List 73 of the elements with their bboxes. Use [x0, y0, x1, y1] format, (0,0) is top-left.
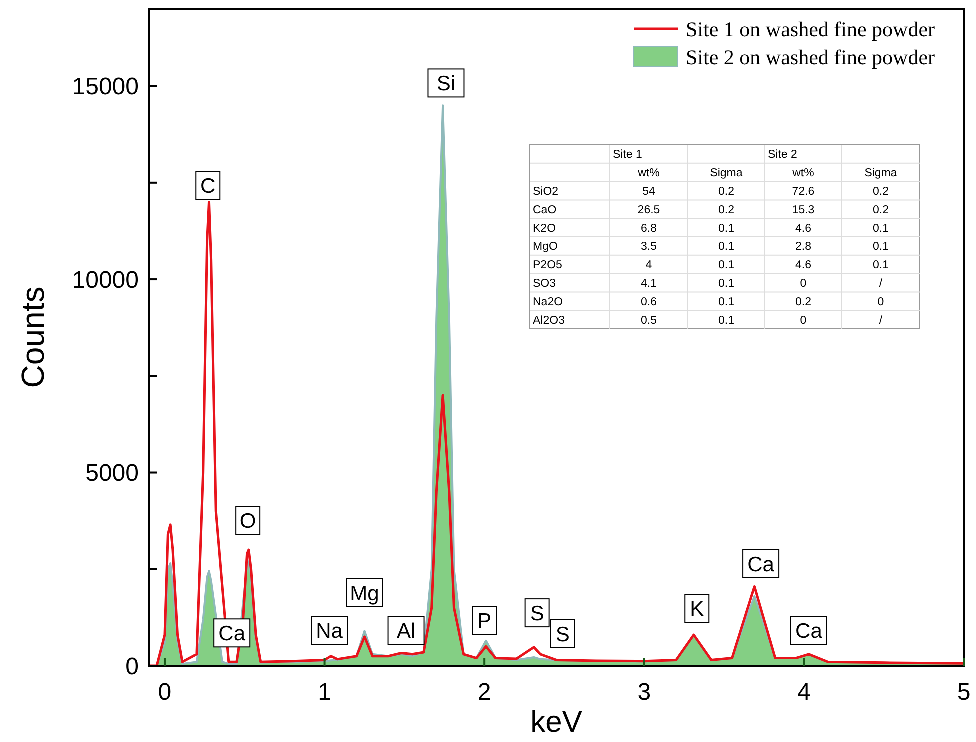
data-label: 4.1 — [641, 278, 657, 290]
data-label: 3.5 — [641, 241, 657, 254]
annotation: Ca — [748, 553, 775, 576]
x-tick-label: Sigma — [864, 168, 898, 180]
x-tick-label: 0 — [158, 679, 172, 706]
annotation: Si — [436, 72, 456, 96]
data-label: 0 — [800, 314, 807, 327]
y-tick-label: 5000 — [86, 460, 139, 488]
data-label: 6.8 — [641, 222, 657, 235]
x-tick-label: 3 — [638, 679, 652, 706]
annotation: Site 2 — [768, 149, 798, 162]
y-tick-label: 0 — [126, 653, 139, 680]
annotation: S — [556, 623, 570, 646]
data-label: 0.1 — [873, 222, 889, 235]
x-tick-label: 5 — [957, 679, 971, 706]
x-axis-title: keV — [530, 706, 582, 739]
legend-label: Site 1 on washed fine powder — [686, 17, 936, 42]
data-label: 0.2 — [718, 204, 734, 216]
data-label: 54 — [642, 186, 656, 198]
y-tick-label: 10000 — [72, 266, 139, 294]
data-label: 0.5 — [641, 314, 657, 327]
y-tick-label: Na2O — [533, 296, 564, 308]
data-label: 0 — [800, 278, 807, 290]
y-tick-label: SO3 — [533, 278, 556, 290]
legend-label: Site 2 on washed fine powder — [686, 45, 936, 70]
data-label: 26.5 — [638, 204, 660, 216]
y-tick-label: Al2O3 — [533, 314, 565, 327]
data-label: 0.1 — [718, 314, 734, 327]
annotation: Site 1 — [613, 149, 642, 162]
x-tick-label: 4 — [798, 679, 811, 706]
data-label: 0.2 — [873, 204, 889, 216]
data-label: 0.1 — [718, 222, 734, 235]
annotation: S — [530, 602, 544, 626]
y-tick-label: P2O5 — [533, 260, 562, 272]
data-label: 2.8 — [796, 241, 812, 254]
x-tick-label: wt% — [792, 168, 814, 180]
text: / — [879, 278, 883, 290]
annotation: Mg — [350, 582, 380, 606]
y-axis-title: Counts — [15, 286, 51, 388]
annotation: K — [690, 598, 704, 622]
annotation: Na — [316, 620, 344, 644]
annotation: Ca — [796, 620, 823, 644]
annotation: Ca — [218, 622, 246, 646]
y-tick-label: CaO — [533, 204, 557, 216]
y-tick-label: 15000 — [72, 74, 139, 101]
annotation: P — [478, 610, 492, 634]
x-tick-label: 1 — [318, 679, 332, 706]
data-label: 15.3 — [792, 204, 815, 216]
data-label: 0.1 — [718, 260, 734, 272]
data-label: 0.1 — [873, 241, 889, 254]
data-label: 0 — [878, 296, 884, 308]
data-label: 0.1 — [718, 241, 734, 254]
text: / — [879, 314, 883, 327]
data-label: 4.6 — [796, 260, 812, 272]
annotation: Al — [396, 620, 416, 644]
data-label: 4.6 — [796, 222, 812, 235]
y-tick-label: K2O — [533, 222, 556, 235]
data-label: 72.6 — [792, 186, 815, 198]
data-label: 4 — [646, 260, 653, 272]
data-label: 0.6 — [641, 296, 657, 308]
data-label: 0.1 — [718, 296, 734, 308]
x-tick-label: Sigma — [710, 168, 744, 180]
data-label: 0.1 — [873, 260, 889, 272]
data-label: 0.2 — [873, 186, 889, 198]
y-tick-label: SiO2 — [533, 186, 559, 198]
data-label: 0.2 — [796, 296, 812, 308]
data-label: 0.1 — [718, 278, 734, 290]
annotation: C — [200, 174, 216, 198]
x-tick-label: 2 — [478, 679, 492, 706]
x-tick-label: wt% — [637, 168, 660, 180]
annotation: O — [240, 510, 256, 534]
data-label: 0.2 — [718, 186, 734, 198]
y-tick-label: MgO — [533, 241, 558, 254]
